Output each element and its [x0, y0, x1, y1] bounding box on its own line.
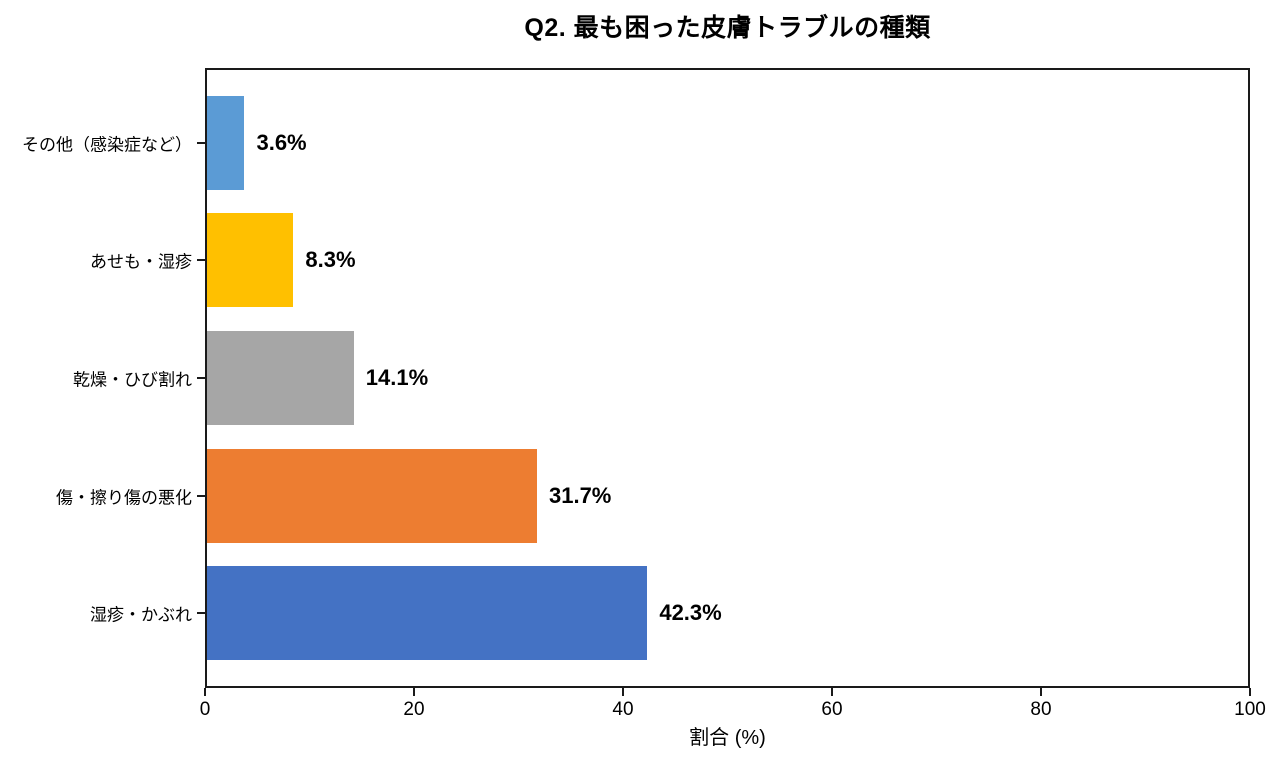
plot-area: 3.6% 8.3% 14.1% 31.7% 42.3%: [205, 68, 1250, 688]
x-tick-mark: [622, 688, 624, 696]
x-tick-mark: [831, 688, 833, 696]
x-tick-mark: [1040, 688, 1042, 696]
x-axis-label: 割合 (%): [689, 727, 766, 749]
x-tick-label: 0: [199, 699, 211, 720]
category-label: その他（感染症など）: [22, 135, 192, 155]
category-label: 湿疹・かぶれ: [90, 605, 192, 625]
y-tick-mark: [197, 494, 205, 497]
bar-乾燥・ひび割れ: [207, 330, 354, 426]
bar-value-label: 42.3%: [659, 600, 722, 626]
x-tick-mark: [204, 688, 206, 696]
x-tick-mark: [413, 688, 415, 696]
y-tick-mark: [197, 259, 205, 262]
y-tick-mark: [197, 141, 205, 144]
chart-title: Q2. 最も困った皮膚トラブルの種類: [524, 14, 931, 42]
x-tick-mark: [1249, 688, 1251, 696]
bar-あせも・湿疹: [207, 213, 294, 308]
bar-value-label: 3.6%: [256, 129, 307, 155]
x-tick-label: 80: [1030, 699, 1052, 720]
bar-傷・擦り傷の悪化: [207, 448, 537, 543]
category-label: あせも・湿疹: [90, 252, 192, 272]
y-tick-mark: [197, 612, 205, 615]
x-tick-label: 60: [821, 699, 843, 720]
x-tick-label: 100: [1234, 699, 1266, 720]
x-tick-label: 20: [403, 699, 425, 720]
bar-その他（感染症など）: [207, 95, 245, 190]
bar-value-label: 8.3%: [305, 247, 356, 273]
y-tick-mark: [197, 377, 205, 379]
category-label: 乾燥・ひび割れ: [73, 370, 192, 390]
category-label: 傷・擦り傷の悪化: [56, 488, 192, 508]
x-tick-label: 40: [612, 699, 634, 720]
bar-value-label: 14.1%: [365, 365, 429, 390]
bar-value-label: 31.7%: [548, 482, 612, 508]
bar-湿疹・かぶれ: [207, 566, 648, 661]
